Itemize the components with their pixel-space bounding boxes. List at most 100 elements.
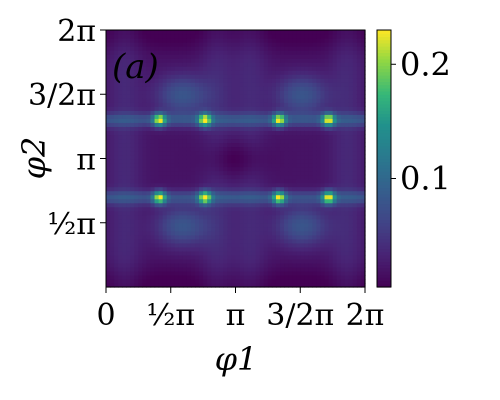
- heatmap-cell: [263, 238, 269, 244]
- heatmap-cell: [280, 58, 285, 63]
- heatmap-cell: [150, 130, 156, 136]
- heatmap-cell: [186, 86, 192, 91]
- heatmap-cell: [267, 66, 273, 71]
- heatmap-cell: [243, 242, 249, 248]
- heatmap-cell: [292, 198, 297, 204]
- heatmap-cell: [190, 82, 196, 87]
- heatmap-cell: [106, 86, 111, 91]
- heatmap-cell: [166, 250, 172, 256]
- heatmap-cell: [324, 134, 330, 140]
- heatmap-cell: [300, 50, 305, 55]
- heatmap-cell: [126, 130, 131, 136]
- heatmap-cell: [158, 82, 164, 87]
- heatmap-cell: [316, 66, 322, 71]
- heatmap-cell: [162, 266, 168, 272]
- heatmap-cell: [275, 254, 281, 260]
- heatmap-cell: [324, 190, 330, 196]
- heatmap-cell: [142, 270, 148, 276]
- heatmap-cell: [231, 282, 237, 288]
- heatmap-cell: [284, 174, 289, 180]
- heatmap-cell: [134, 166, 139, 172]
- heatmap-cell: [328, 114, 334, 119]
- heatmap-cell: [320, 226, 326, 232]
- heatmap-cell: [231, 186, 237, 192]
- heatmap-cell: [356, 270, 362, 276]
- heatmap-cell: [106, 38, 111, 43]
- heatmap-cell: [304, 134, 309, 140]
- heatmap-cell: [186, 34, 192, 39]
- heatmap-cell: [134, 134, 139, 140]
- heatmap-cell: [352, 90, 358, 95]
- heatmap-cell: [190, 102, 196, 107]
- heatmap-cell: [316, 126, 322, 131]
- heatmap-cell: [280, 202, 285, 208]
- heatmap-cell: [271, 194, 277, 200]
- heatmap-cell: [235, 50, 241, 55]
- heatmap-cell: [304, 154, 309, 160]
- heatmap-cell: [122, 106, 127, 111]
- heatmap-cell: [332, 242, 338, 248]
- heatmap-cell: [126, 194, 131, 200]
- heatmap-cell: [211, 154, 216, 160]
- heatmap-cell: [344, 270, 350, 276]
- heatmap-cell: [348, 122, 354, 127]
- heatmap-cell: [186, 126, 192, 131]
- heatmap-cell: [130, 202, 135, 208]
- heatmap-cell: [336, 50, 342, 55]
- heatmap-cell: [316, 78, 322, 83]
- heatmap-cell: [203, 82, 208, 87]
- heatmap-cell: [146, 158, 152, 164]
- colorbar-segment: [377, 71, 391, 76]
- heatmap-cell: [263, 194, 269, 200]
- heatmap-cell: [312, 150, 318, 156]
- heatmap-cell: [170, 142, 176, 148]
- heatmap-cell: [251, 210, 257, 216]
- heatmap-cell: [150, 202, 156, 208]
- heatmap-cell: [235, 94, 241, 99]
- heatmap-cell: [122, 50, 127, 55]
- heatmap-cell: [344, 166, 350, 172]
- heatmap-cell: [199, 58, 204, 63]
- heatmap-cell: [235, 282, 241, 288]
- heatmap-cell: [348, 282, 354, 288]
- heatmap-cell: [114, 202, 119, 208]
- heatmap-cell: [267, 190, 273, 196]
- heatmap-cell: [203, 46, 208, 51]
- heatmap-cell: [219, 54, 224, 59]
- heatmap-cell: [178, 146, 184, 152]
- heatmap-cell: [292, 186, 297, 192]
- heatmap-cell: [178, 46, 184, 51]
- heatmap-cell: [211, 102, 216, 107]
- heatmap-cell: [288, 186, 293, 192]
- heatmap-cell: [215, 266, 220, 272]
- heatmap-cell: [348, 134, 354, 140]
- heatmap-cell: [118, 282, 123, 288]
- heatmap-cell: [356, 98, 362, 103]
- heatmap-cell: [304, 250, 309, 256]
- heatmap-cell: [166, 198, 172, 204]
- heatmap-cell: [190, 226, 196, 232]
- heatmap-cell: [126, 166, 131, 172]
- heatmap-cell: [316, 250, 322, 256]
- heatmap-cell: [158, 150, 164, 156]
- heatmap-cell: [174, 194, 180, 200]
- heatmap-cell: [106, 214, 111, 220]
- heatmap-cell: [122, 134, 127, 140]
- heatmap-cell: [304, 46, 309, 51]
- heatmap-cell: [215, 218, 220, 224]
- heatmap-cell: [231, 50, 237, 55]
- heatmap-cell: [134, 250, 139, 256]
- heatmap-cell: [340, 250, 346, 256]
- heatmap-cell: [114, 138, 119, 144]
- heatmap-cell: [308, 114, 313, 119]
- heatmap-cell: [142, 158, 148, 164]
- heatmap-cell: [207, 206, 212, 212]
- heatmap-cell: [324, 254, 330, 260]
- heatmap-cell: [308, 54, 313, 59]
- heatmap-cell: [292, 130, 297, 136]
- heatmap-cell: [211, 82, 216, 87]
- heatmap-cell: [215, 30, 220, 35]
- heatmap-cell: [271, 186, 277, 192]
- heatmap-cell: [255, 82, 261, 87]
- heatmap-cell: [255, 106, 261, 111]
